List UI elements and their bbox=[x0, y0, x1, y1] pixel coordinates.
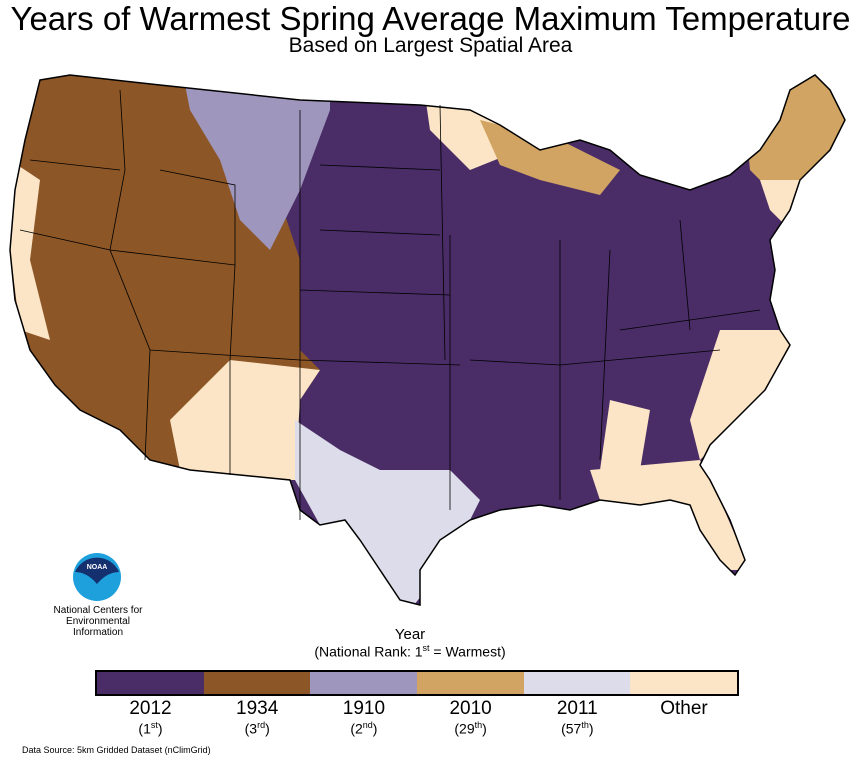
region-2010-great-lakes bbox=[480, 120, 620, 195]
legend-swatch-other bbox=[630, 672, 738, 694]
legend-label: 2010 (29th) bbox=[417, 698, 524, 737]
legend-title: Year bbox=[394, 626, 426, 643]
state-borders bbox=[19, 89, 761, 520]
logo-line: Information bbox=[72, 627, 124, 638]
legend-swatch-1910 bbox=[310, 672, 418, 694]
data-source: Data Source: 5km Gridded Dataset (nClimG… bbox=[22, 745, 211, 755]
region-other-alabama bbox=[600, 400, 650, 470]
region-other-florida-gulf bbox=[590, 460, 750, 570]
legend-rank: (3rd) bbox=[244, 720, 270, 737]
legend-subtitle: (National Rank: 1st = Warmest) bbox=[314, 643, 506, 660]
region-other-southwest bbox=[170, 360, 320, 480]
noaa-logo: NOAA bbox=[73, 553, 121, 601]
region-1910 bbox=[180, 75, 330, 250]
legend-swatch-2012 bbox=[97, 672, 204, 694]
legend-rank: (29th) bbox=[454, 720, 487, 737]
legend-label: 1910 (2nd) bbox=[310, 698, 417, 737]
region-other-coast bbox=[10, 160, 50, 340]
legend-rank: (2nd) bbox=[350, 720, 378, 737]
legend-label: 2011 (57th) bbox=[524, 698, 631, 737]
legend-colorbar bbox=[95, 670, 739, 696]
map-subtitle: Based on Largest Spatial Area bbox=[288, 34, 573, 57]
legend-year: 2011 bbox=[556, 698, 598, 719]
legend-label: 1934 (3rd) bbox=[204, 698, 311, 737]
ncei-label: National Centers for Environmental Infor… bbox=[28, 605, 168, 638]
map-title: Years of Warmest Spring Average Maximum … bbox=[10, 0, 851, 37]
legend-label: 2012 (1st) bbox=[97, 698, 204, 737]
us-map bbox=[9, 74, 846, 606]
legend-year: 2012 bbox=[129, 698, 172, 719]
legend-year: 1934 bbox=[236, 698, 279, 719]
legend-rank: (1st) bbox=[138, 720, 163, 737]
legend-rank: (57th) bbox=[561, 720, 594, 737]
legend-swatch-1934 bbox=[203, 672, 311, 694]
logo-line: Environmental bbox=[66, 616, 130, 627]
logo-line: National Centers for bbox=[53, 605, 143, 616]
legend-swatch-2010 bbox=[417, 672, 524, 694]
legend-year: Other bbox=[660, 698, 708, 719]
legend-year: 1910 bbox=[342, 698, 386, 719]
region-other-carolinas bbox=[690, 330, 800, 460]
legend-label: Other bbox=[631, 698, 738, 720]
svg-text:NOAA: NOAA bbox=[87, 564, 108, 571]
legend-swatch-2011 bbox=[523, 672, 631, 694]
legend-year: 2010 bbox=[449, 698, 492, 719]
